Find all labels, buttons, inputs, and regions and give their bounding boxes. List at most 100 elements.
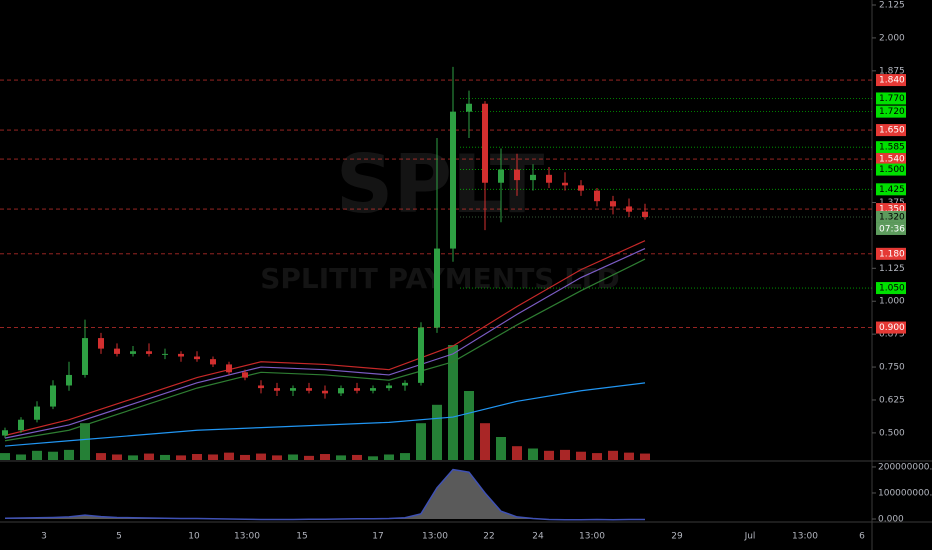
- candle-body: [642, 211, 648, 217]
- level-label-box: [876, 210, 906, 223]
- volume-bar: [32, 450, 42, 460]
- y-tick-label: 0.625: [879, 395, 905, 405]
- y-tick-label: 1.375: [879, 198, 905, 208]
- volume-bar: [96, 453, 106, 460]
- volume-bar: [480, 423, 490, 460]
- moving-average: [4, 382, 646, 447]
- level-label: 1.350: [879, 205, 905, 215]
- level-label: 1.180: [879, 249, 905, 259]
- level-label-box: [876, 163, 906, 176]
- volume-bar: [320, 454, 330, 460]
- candle-body: [50, 385, 56, 407]
- y-tick-label: 2.125: [879, 1, 905, 11]
- moving-average: [4, 258, 646, 442]
- volume-bar: [144, 453, 154, 460]
- candle-body: [66, 374, 72, 386]
- x-tick-label: 13:00: [422, 532, 448, 542]
- volume-bar: [448, 345, 458, 460]
- x-tick-label: 22: [483, 532, 494, 542]
- volume-bar: [224, 452, 234, 460]
- volume-bar: [576, 451, 586, 460]
- volume-bar: [240, 454, 250, 460]
- osc-line: [4, 468, 645, 521]
- candle-body: [82, 338, 88, 375]
- candle-body: [258, 385, 264, 389]
- candle-body: [194, 356, 200, 360]
- level-label-box: [876, 141, 906, 154]
- level-label: 1.320: [879, 212, 905, 222]
- volume-bar: [112, 454, 122, 460]
- candle-body: [178, 353, 184, 357]
- volume-bar: [352, 454, 362, 460]
- candle-body: [34, 406, 40, 420]
- volume-bar: [336, 455, 346, 460]
- candle-body: [306, 388, 312, 391]
- candle-body: [2, 430, 8, 436]
- candle-body: [226, 364, 232, 373]
- candle-body: [578, 185, 584, 191]
- volume-bar: [128, 455, 138, 460]
- level-label: 1.540: [879, 155, 905, 165]
- level-label-box: [876, 321, 906, 334]
- volume-bar: [544, 450, 554, 460]
- level-label-box: [876, 153, 906, 166]
- candle-body: [290, 388, 296, 391]
- volume-bar: [192, 454, 202, 460]
- x-tick-label: 5: [116, 532, 122, 542]
- level-label: 1.585: [879, 143, 905, 153]
- level-label: 1.770: [879, 94, 905, 104]
- x-tick-label: 15: [296, 532, 307, 542]
- candle-body: [386, 385, 392, 389]
- candle-body: [370, 388, 376, 391]
- volume-bar: [176, 455, 186, 460]
- candle-body: [530, 174, 536, 181]
- volume-bar: [496, 437, 506, 460]
- volume-bar: [416, 423, 426, 460]
- x-tick-label: 3: [41, 532, 47, 542]
- y-tick-label: 0.875: [879, 330, 905, 340]
- volume-bar: [560, 449, 570, 460]
- candle-body: [322, 390, 328, 394]
- x-tick-label: 13:00: [792, 532, 818, 542]
- watermark: SPLT: [336, 138, 545, 231]
- x-tick-label: 17: [372, 532, 383, 542]
- x-tick-label: Jul: [744, 532, 756, 542]
- volume-bar: [608, 450, 618, 460]
- y-tick-label: 1.000: [879, 297, 905, 307]
- level-label: 1.650: [879, 126, 905, 136]
- volume-bar: [640, 453, 650, 460]
- osc-tick-label: 100000000.00: [878, 488, 932, 498]
- level-label: 1.500: [879, 165, 905, 175]
- candle-body: [274, 388, 280, 391]
- volume-bar: [432, 404, 442, 460]
- level-label: 0.900: [879, 323, 905, 333]
- countdown-box: [876, 222, 906, 235]
- volume-bar: [288, 454, 298, 460]
- candle-body: [114, 348, 120, 354]
- volume-bar: [528, 448, 538, 460]
- countdown: 07:36: [879, 224, 905, 234]
- x-tick-label: 13:00: [579, 532, 605, 542]
- x-tick-label: 24: [532, 532, 544, 542]
- y-tick-label: 2.000: [879, 33, 905, 43]
- volume-bar: [16, 454, 26, 460]
- candle-body: [514, 169, 520, 181]
- y-tick-label: 0.750: [879, 363, 905, 373]
- candle-body: [546, 174, 552, 183]
- volume-bar: [304, 455, 314, 460]
- level-label: 1.840: [879, 76, 905, 86]
- level-label-box: [876, 282, 906, 295]
- volume-bar: [512, 446, 522, 460]
- level-label-box: [876, 105, 906, 118]
- candle-body: [450, 111, 456, 249]
- candle-body: [498, 169, 504, 183]
- moving-average: [4, 240, 646, 437]
- candle-body: [562, 182, 568, 186]
- volume-bar: [592, 453, 602, 460]
- level-label-box: [876, 74, 906, 87]
- candle-body: [130, 351, 136, 354]
- candle-body: [482, 103, 488, 183]
- volume-bar: [208, 454, 218, 460]
